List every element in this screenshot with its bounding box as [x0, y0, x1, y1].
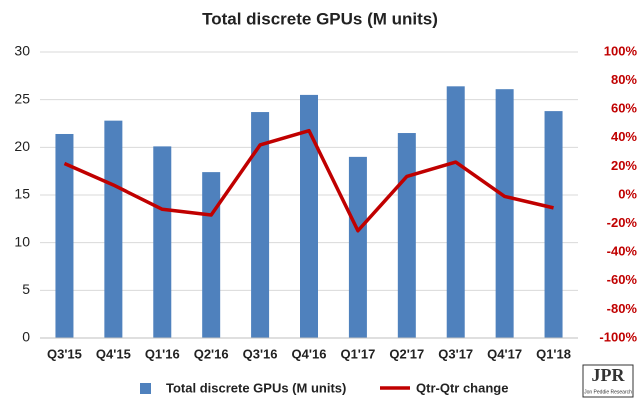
x-tick-label: Q3'16: [243, 346, 278, 361]
x-tick-label: Q4'17: [487, 346, 522, 361]
y-tick-label: 30: [14, 43, 30, 59]
y-tick-label: 25: [14, 90, 30, 106]
x-tick-label: Q3'15: [47, 346, 82, 361]
y-tick-label: 0: [22, 329, 30, 345]
legend-label: Total discrete GPUs (M units): [166, 380, 346, 395]
x-tick-label: Q1'17: [340, 346, 375, 361]
x-tick-label: Q2'16: [194, 346, 229, 361]
y2-tick-label: -20%: [607, 215, 638, 230]
y2-tick-label: -40%: [607, 244, 638, 259]
bar: [544, 111, 563, 339]
bar: [495, 89, 514, 339]
x-tick-label: Q2'17: [389, 346, 424, 361]
bar: [104, 120, 123, 338]
logo-box: [582, 364, 634, 398]
y-tick-label: 20: [14, 138, 30, 154]
y2-tick-label: -80%: [607, 301, 638, 316]
y2-tick-label: 40%: [611, 129, 637, 144]
x-tick-label: Q1'16: [145, 346, 180, 361]
y2-tick-label: 20%: [611, 158, 637, 173]
x-tick-label: Q4'15: [96, 346, 131, 361]
y2-tick-label: -100%: [599, 329, 637, 344]
y2-tick-label: 100%: [604, 43, 638, 58]
bar: [446, 86, 465, 338]
legend-label: Qtr-Qtr change: [416, 380, 508, 395]
y2-tick-label: 60%: [611, 101, 637, 116]
bar: [348, 156, 367, 338]
bar: [202, 172, 221, 338]
legend-swatch: [140, 383, 151, 394]
bar: [300, 94, 318, 339]
y2-tick-label: 0%: [618, 186, 637, 201]
y-tick-label: 10: [14, 233, 30, 249]
x-tick-label: Q4'16: [292, 346, 327, 361]
y2-tick-label: -60%: [607, 272, 638, 287]
bar: [55, 133, 74, 338]
bar: [251, 112, 270, 338]
line: [63, 128, 554, 233]
y2-tick-label: 80%: [611, 72, 637, 87]
logo-text: JPR: [592, 365, 626, 385]
y-tick-label: 5: [22, 281, 30, 297]
chart-title: Total discrete GPUs (M units): [202, 9, 438, 28]
logo-subtitle: Jon Peddie Research: [584, 389, 632, 395]
bar: [153, 146, 172, 338]
bar: [397, 133, 416, 338]
y-tick-label: 15: [14, 186, 30, 202]
x-tick-label: Q1'18: [536, 346, 571, 361]
x-tick-label: Q3'17: [438, 346, 473, 361]
